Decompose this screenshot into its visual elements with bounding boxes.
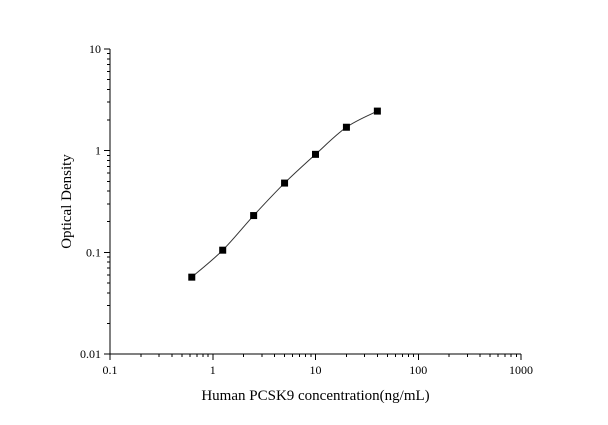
data-point: [219, 246, 227, 254]
x-axis-label: Human PCSK9 concentration(ng/mL): [201, 388, 429, 404]
x-tick-label: 1: [210, 363, 216, 377]
data-point: [373, 107, 381, 115]
y-tick-label: 0.1: [86, 245, 101, 259]
y-tick-label: 10: [89, 42, 101, 56]
y-axis-label: Optical Density: [59, 154, 75, 249]
y-tick-label: 0.01: [80, 347, 101, 361]
x-tick-label: 0.1: [103, 363, 118, 377]
data-point: [342, 123, 350, 131]
data-point: [250, 212, 258, 220]
data-point: [188, 273, 196, 281]
data-point: [281, 179, 289, 187]
x-axis-ticks: [109, 354, 522, 360]
x-tick-label: 10: [310, 363, 322, 377]
data-point: [312, 150, 319, 158]
data-markers: [188, 107, 381, 281]
y-tick-label: 1: [95, 144, 101, 158]
x-axis-tick-labels: 0.1 1 10 100 1000: [103, 363, 534, 377]
x-tick-label: 100: [409, 363, 427, 377]
y-axis-tick-labels: 0.01 0.1 1 10: [80, 42, 101, 361]
y-axis-ticks: [104, 48, 110, 355]
x-tick-label: 1000: [509, 363, 533, 377]
